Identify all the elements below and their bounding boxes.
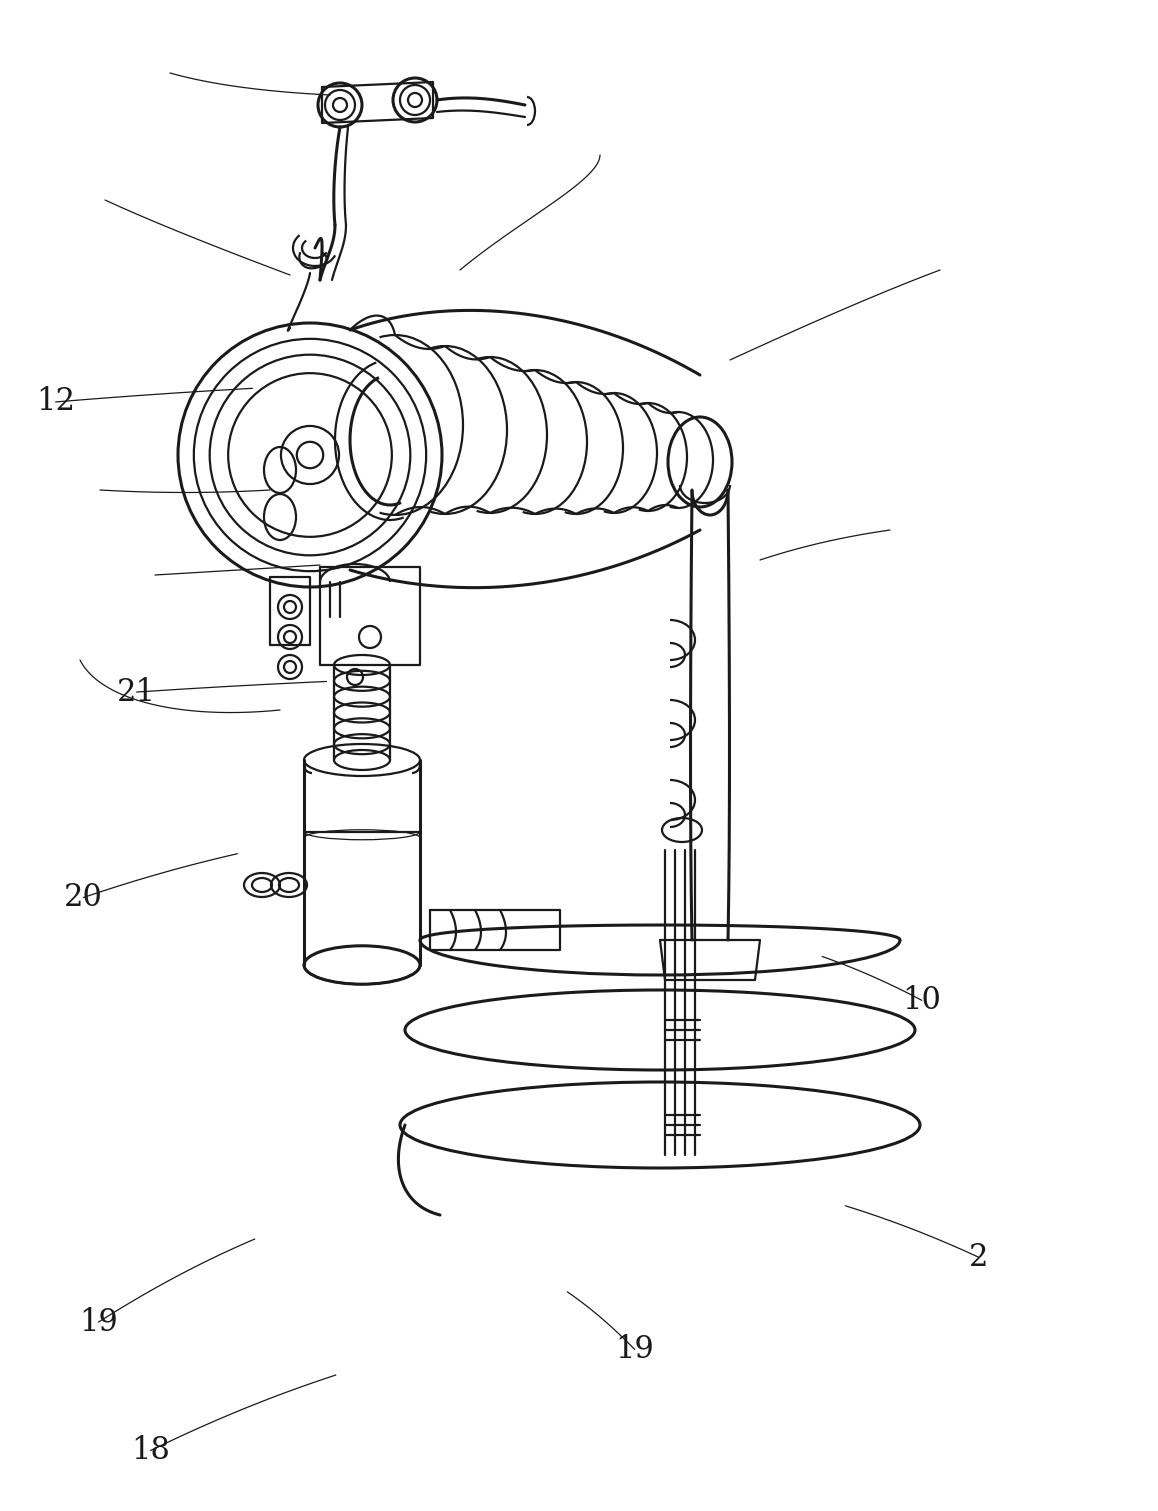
Text: 2: 2 [969,1242,988,1272]
Text: 20: 20 [64,882,103,913]
Text: 10: 10 [902,985,941,1015]
Text: 12: 12 [36,387,75,417]
Text: 19: 19 [79,1307,118,1337]
Text: 18: 18 [131,1435,170,1466]
Text: 19: 19 [615,1334,654,1364]
Text: 21: 21 [117,677,156,707]
